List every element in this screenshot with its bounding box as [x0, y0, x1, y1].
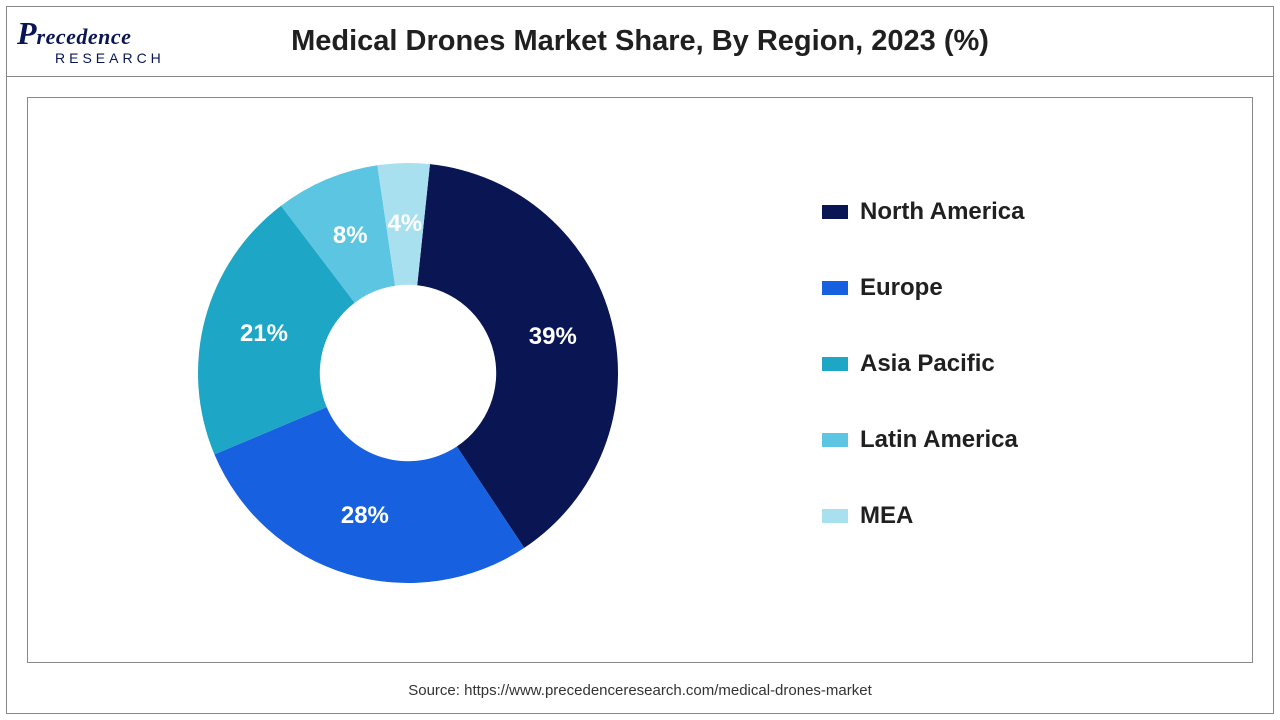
legend-swatch	[822, 205, 848, 219]
legend-label: MEA	[860, 502, 913, 530]
donut-chart: 39% 28% 21% 8%4%	[168, 133, 648, 613]
chart-panel: 39% 28% 21% 8%4% North America Europe Asia Pa…	[27, 97, 1253, 663]
legend-item: North America	[822, 198, 1112, 226]
logo-letter-p: P	[17, 15, 37, 51]
legend-item: Latin America	[822, 426, 1112, 454]
brand-logo: Precedence RESEARCH	[17, 15, 217, 70]
slice-label: 21%	[239, 320, 289, 348]
legend-swatch	[822, 433, 848, 447]
donut-svg	[168, 133, 648, 613]
legend-item: Europe	[822, 274, 1112, 302]
legend: North America Europe Asia Pacific Latin Ame…	[822, 198, 1112, 578]
legend-swatch	[822, 281, 848, 295]
logo-brand-sub: RESEARCH	[55, 50, 217, 66]
legend-label: Asia Pacific	[860, 350, 995, 378]
legend-label: Latin America	[860, 426, 1018, 454]
legend-swatch	[822, 509, 848, 523]
outer-frame: Precedence RESEARCH Medical Drones Marke…	[6, 6, 1274, 714]
slice-label: 39%	[528, 323, 578, 351]
legend-item: MEA	[822, 502, 1112, 530]
legend-swatch	[822, 357, 848, 371]
legend-label: Europe	[860, 274, 943, 302]
source-text: Source: https://www.precedenceresearch.c…	[7, 682, 1273, 699]
slice-label: 8%	[325, 222, 375, 250]
legend-item: Asia Pacific	[822, 350, 1112, 378]
slice-label: 4%	[380, 210, 430, 238]
logo-brand-top: recedence	[37, 24, 132, 49]
slice-label: 28%	[340, 502, 390, 530]
legend-label: North America	[860, 198, 1024, 226]
header-bar: Precedence RESEARCH Medical Drones Marke…	[7, 7, 1273, 77]
